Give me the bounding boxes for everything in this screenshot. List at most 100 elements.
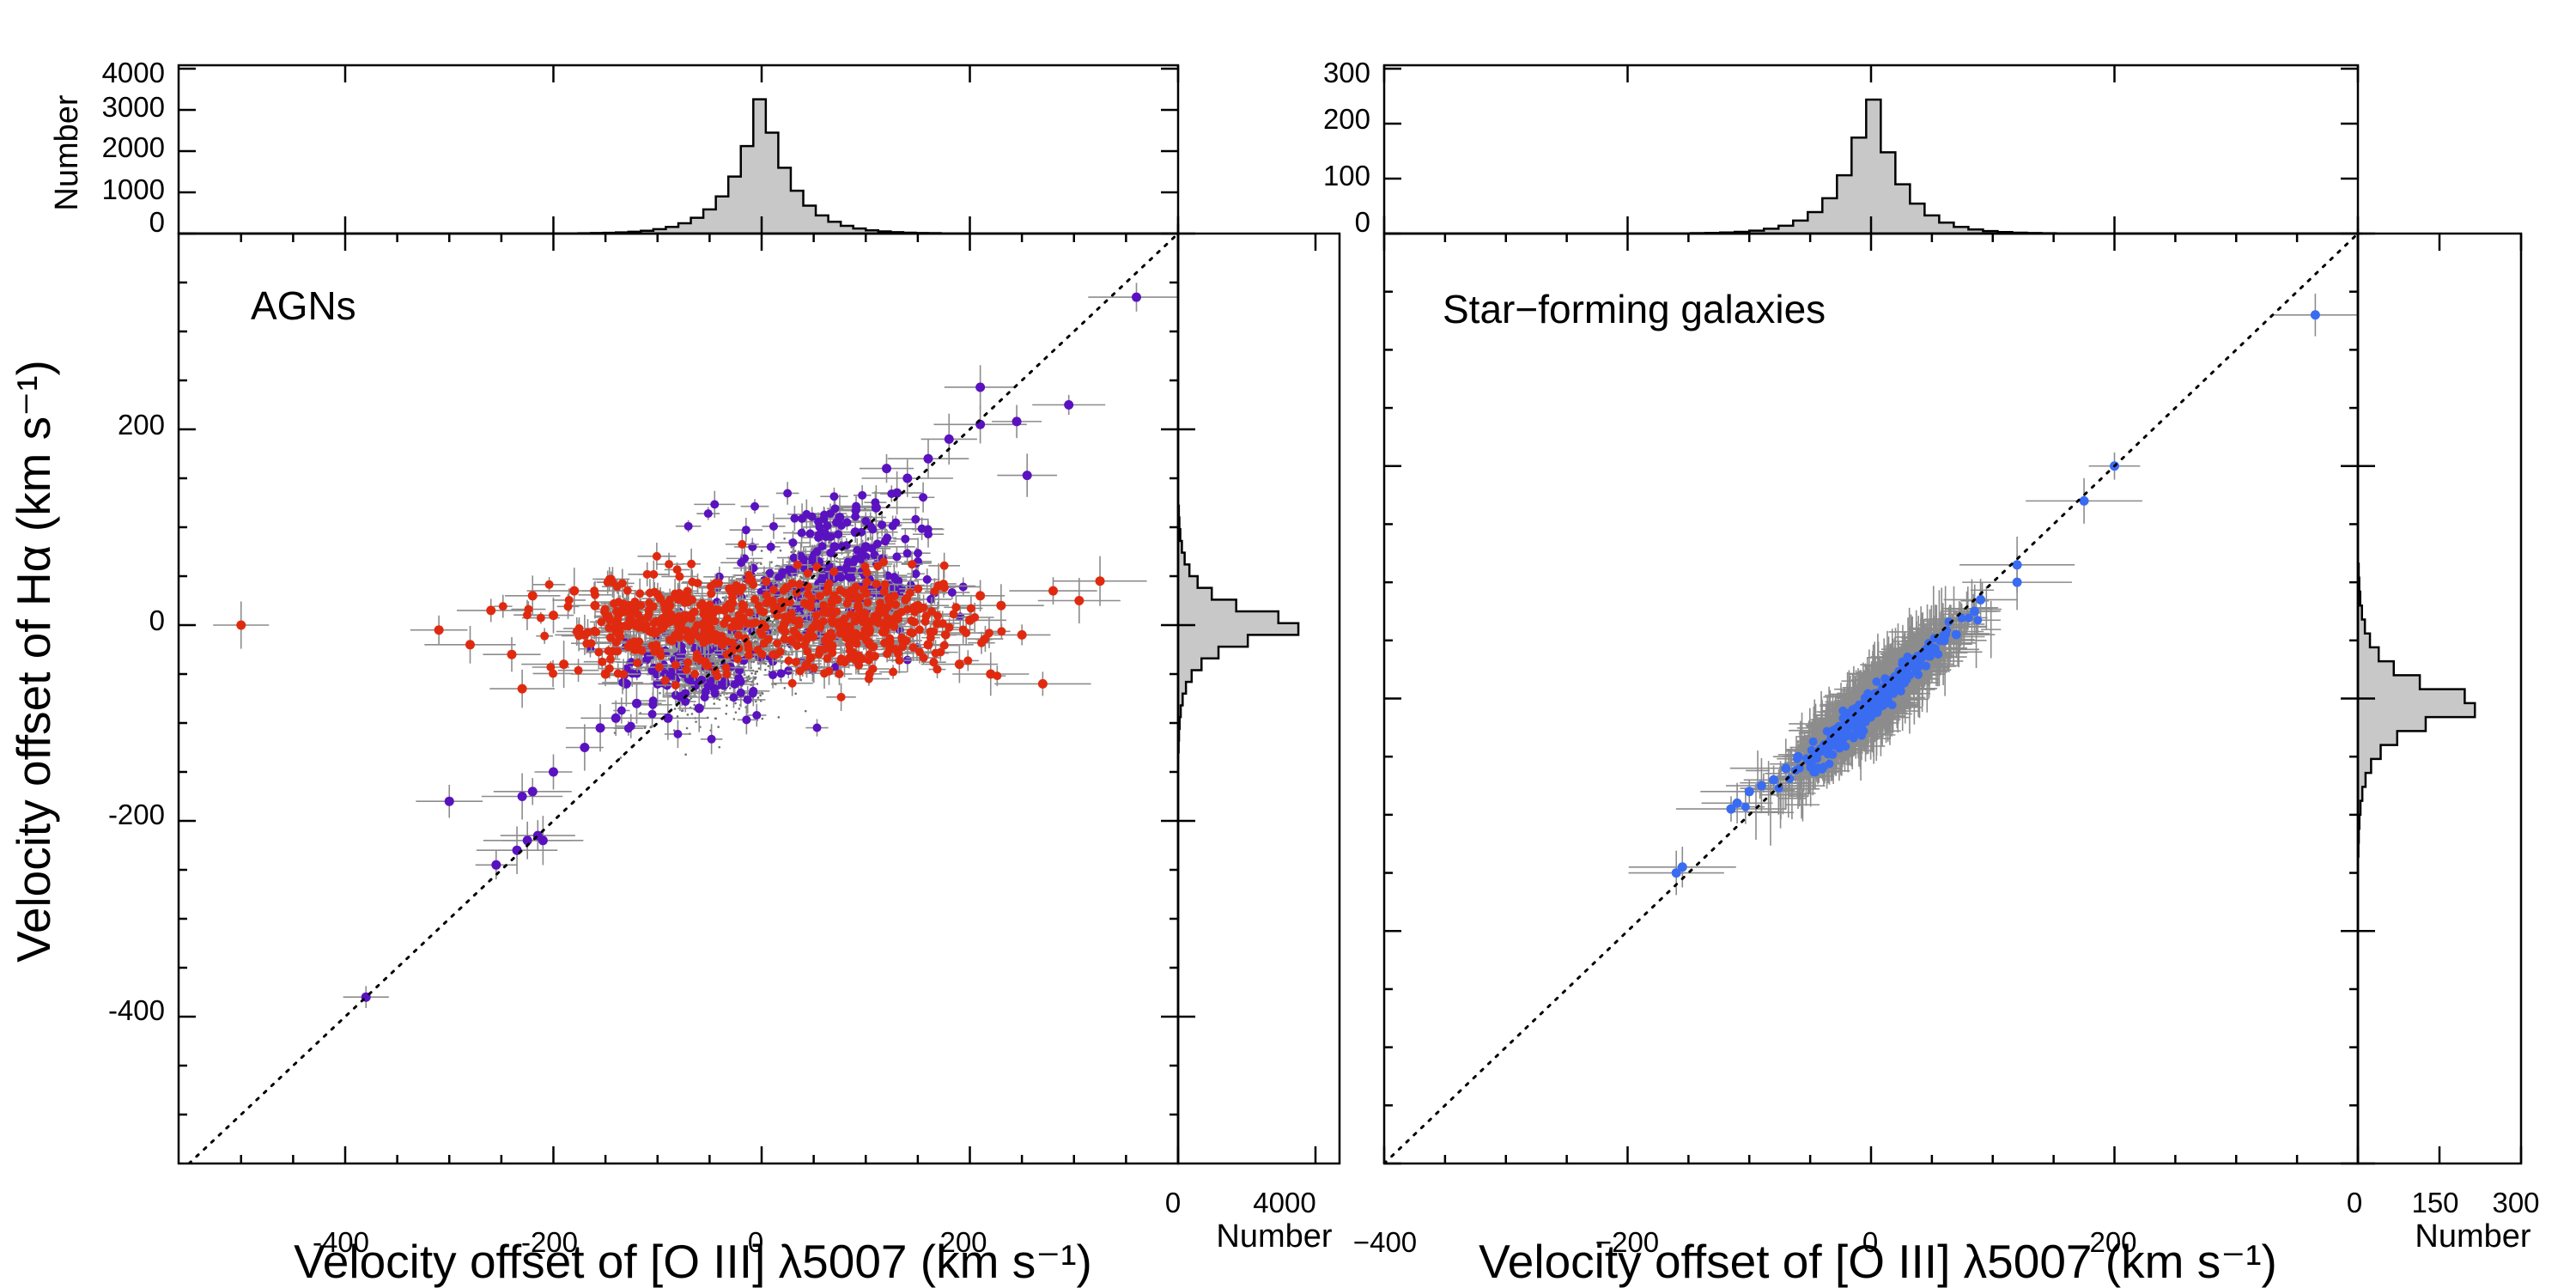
agn-series-2-point	[811, 611, 821, 620]
agn-series-2-point	[703, 661, 713, 671]
agn-series-2-point	[649, 569, 659, 579]
agn-series-2-point	[652, 551, 661, 561]
agn-series-2-point	[814, 649, 823, 659]
agn-series-2-point	[728, 638, 738, 647]
agn-series-2-point	[984, 629, 993, 638]
agn-series-1-point	[848, 557, 858, 567]
agn-series-1-point	[858, 546, 867, 556]
agn-series-2-point	[597, 617, 606, 627]
agn-series-1-point	[701, 687, 710, 696]
agn-xtick-label: 0	[748, 1226, 763, 1258]
agn-series-1-point	[788, 538, 798, 548]
agn-series-1-point	[742, 715, 751, 725]
agn-series-2-point	[869, 617, 878, 626]
agn-series-2-point	[659, 623, 668, 632]
agn-series-0-point	[800, 577, 803, 580]
agn-series-2-point	[696, 600, 705, 610]
agn-series-2-point	[641, 621, 651, 630]
agn-series-2-point	[683, 658, 693, 667]
agn-series-2-point	[569, 586, 580, 596]
agn-series-2-point	[563, 602, 573, 611]
agn-series-2-point	[643, 612, 653, 622]
agn-series-2-point	[749, 580, 758, 589]
agn-series-2-point	[498, 602, 507, 611]
agn-ytick-label: 200	[118, 409, 165, 440]
agn-series-2-point	[879, 587, 889, 597]
agn-series-2-point	[780, 635, 789, 644]
agn-series-2-point	[683, 633, 692, 642]
agn-series-0-point	[787, 594, 790, 597]
agn-series-2-point	[721, 663, 731, 672]
agn-series-2-point	[757, 630, 767, 640]
agn-series-2-point	[434, 625, 444, 635]
agn-series-2-point	[835, 669, 844, 678]
agn-top-histogram-bg	[179, 98, 1178, 235]
agn-tophist-tick-label: 0	[149, 206, 165, 238]
agn-series-2-point	[674, 627, 683, 636]
agn-ytick-label: 0	[149, 605, 165, 636]
agn-series-0-point	[690, 713, 694, 715]
agn-series-2-point	[753, 645, 762, 654]
agn-series-2-point	[846, 610, 855, 619]
agn-series-2-point	[794, 620, 804, 629]
agn-series-1-point	[882, 464, 891, 474]
agn-series-2-point	[872, 580, 881, 589]
agn-series-0-point	[754, 672, 757, 676]
agn-series-2-point	[890, 622, 899, 631]
agn-series-2-point	[623, 586, 632, 595]
agn-series-2-point	[787, 636, 797, 646]
agn-series-2-point	[611, 624, 620, 634]
agn-series-2-point	[836, 692, 846, 702]
agn-series-1-point	[737, 558, 746, 568]
agn-series-1-point	[690, 677, 699, 687]
agn-series-2-point	[692, 653, 702, 663]
agn-series-2-point	[933, 611, 943, 621]
agn-series-2-point	[722, 670, 732, 679]
agn-series-2-point	[823, 581, 833, 591]
agn-series-2-point	[993, 671, 1002, 681]
agn-series-0-point	[719, 694, 722, 697]
agn-series-2-point	[544, 580, 554, 589]
agn-series-2-point	[859, 611, 868, 620]
agn-series-0-point	[667, 657, 671, 660]
agn-series-1-point	[776, 669, 786, 678]
agn-series-2-point	[845, 594, 854, 604]
agn-series-2-point	[852, 592, 861, 601]
agn-series-1-point	[817, 542, 827, 551]
agn-series-2-point	[675, 572, 684, 581]
agn-series-2-point	[832, 607, 841, 617]
agn-series-1-point	[887, 489, 896, 499]
agn-series-2-point	[574, 665, 583, 675]
agn-series-2-point	[743, 619, 752, 629]
agn-series-2-point	[869, 642, 878, 652]
agn-series-1-point	[917, 524, 927, 533]
agn-series-0-point	[714, 717, 717, 720]
agn-series-2-point	[908, 643, 918, 653]
agn-series-2-point	[803, 568, 812, 578]
agn-series-2-point	[671, 680, 680, 690]
agn-series-2-point	[527, 591, 538, 601]
agn-series-1-point	[643, 650, 653, 659]
agn-series-0-point	[725, 712, 727, 715]
agn-series-2-point	[1074, 596, 1084, 605]
agn-series-2-point	[923, 640, 933, 650]
agn-series-1-point	[694, 703, 704, 714]
agn-one-to-one-line	[187, 234, 1178, 1163]
agn-series-2-point	[793, 560, 802, 569]
agn-series-1-point	[836, 573, 846, 582]
agn-series-2-point	[945, 623, 954, 632]
agn-series-0-point	[684, 753, 687, 756]
agn-series-2-point	[572, 627, 581, 636]
agn-series-0-point	[770, 561, 773, 564]
agn-series-1-point	[517, 792, 527, 801]
agn-series-2-point	[769, 585, 778, 594]
agn-series-1-point	[1012, 416, 1022, 427]
agn-tophist-tick-label: 2000	[102, 131, 165, 163]
agn-series-1-point	[749, 686, 758, 696]
agn-series-2-point	[706, 581, 715, 591]
agn-series-1-point	[852, 505, 861, 514]
agn-series-2-point	[718, 633, 727, 642]
agn-series-1-point	[663, 713, 673, 723]
sf-plot-area	[1384, 234, 2358, 1163]
agn-series-1-point	[902, 549, 912, 558]
